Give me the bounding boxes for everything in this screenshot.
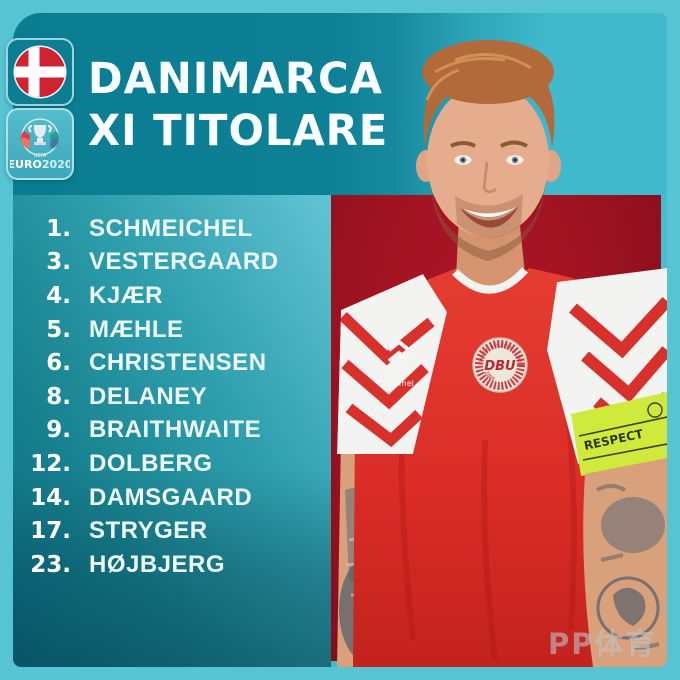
euro2020-logo: UEFA EURO2020 xyxy=(10,118,70,171)
hummel-logo: hummel xyxy=(381,339,414,388)
player-number: 3. xyxy=(46,249,71,276)
player-number: 1. xyxy=(46,215,71,242)
player-name: KJÆR xyxy=(89,281,164,309)
player-number: 8. xyxy=(46,383,71,410)
lineup-row: 8. DELANEY xyxy=(27,380,327,414)
player-number: 5. xyxy=(46,316,71,343)
player-head xyxy=(416,40,561,295)
lineup-row: 1. SCHMEICHEL xyxy=(27,212,327,246)
left-sleeve xyxy=(337,274,447,454)
jersey-collar xyxy=(452,267,528,294)
player-number: 9. xyxy=(46,417,71,444)
player-number: 14. xyxy=(30,484,71,511)
player-number: 12. xyxy=(30,450,71,477)
lineup-row: 5. MÆHLE xyxy=(27,313,327,347)
lineup-list: 1. SCHMEICHEL 3. VESTERGAARD 4. KJÆR 5. … xyxy=(27,212,327,582)
lineup-row: 4. KJÆR xyxy=(27,279,327,313)
title-line-1: DANIMARCA xyxy=(88,54,383,104)
crest-dbu-text: DBU xyxy=(484,359,516,374)
captain-armband: RESPECT xyxy=(571,392,667,476)
lineup-list-background xyxy=(13,195,331,667)
denmark-flag-icon xyxy=(13,45,67,99)
player-name: BRAITHWAITE xyxy=(89,416,262,444)
player-name: VESTERGAARD xyxy=(89,248,279,276)
player-name: SCHMEICHEL xyxy=(89,214,253,242)
player-number: 23. xyxy=(30,551,71,578)
player-name: DOLBERG xyxy=(89,449,213,477)
lineup-row: 23. HØJBJERG xyxy=(27,548,327,582)
euro-text: EURO xyxy=(10,158,42,171)
hummel-text: hummel xyxy=(381,379,414,388)
player-illustration: RESPECT xyxy=(333,16,667,667)
player-name: MÆHLE xyxy=(89,315,184,343)
player-name: CHRISTENSEN xyxy=(89,349,267,377)
right-arm xyxy=(583,458,667,667)
euro2020-logo-tile: UEFA EURO2020 xyxy=(6,108,74,180)
uefa-text: UEFA xyxy=(34,153,47,159)
euro-year-text: 2020 xyxy=(42,158,70,171)
player-photo: RESPECT xyxy=(333,16,667,667)
player-name: DELANEY xyxy=(89,382,208,410)
lineup-row: 3. VESTERGAARD xyxy=(27,246,327,280)
player-number: 17. xyxy=(30,518,71,545)
player-number: 4. xyxy=(46,282,71,309)
lineup-row: 9. BRAITHWAITE xyxy=(27,414,327,448)
lineup-row: 17. STRYGER xyxy=(27,514,327,548)
player-name: DAMSGAARD xyxy=(89,483,253,511)
lineup-row: 12. DOLBERG xyxy=(27,447,327,481)
lineup-row: 6. CHRISTENSEN xyxy=(27,346,327,380)
svg-text:EURO2020: EURO2020 xyxy=(10,158,70,171)
denmark-flag-tile xyxy=(6,38,74,106)
title-line-2: XI TITOLARE xyxy=(88,106,389,156)
player-name: HØJBJERG xyxy=(89,550,226,578)
player-name: STRYGER xyxy=(89,517,208,545)
lineup-row: 14. DAMSGAARD xyxy=(27,481,327,515)
main-panel: RESPECT xyxy=(13,13,667,667)
player-number: 6. xyxy=(46,350,71,377)
broadcaster-watermark: PP体育 xyxy=(548,627,657,661)
page-title: DANIMARCA XI TITOLARE xyxy=(88,53,388,157)
